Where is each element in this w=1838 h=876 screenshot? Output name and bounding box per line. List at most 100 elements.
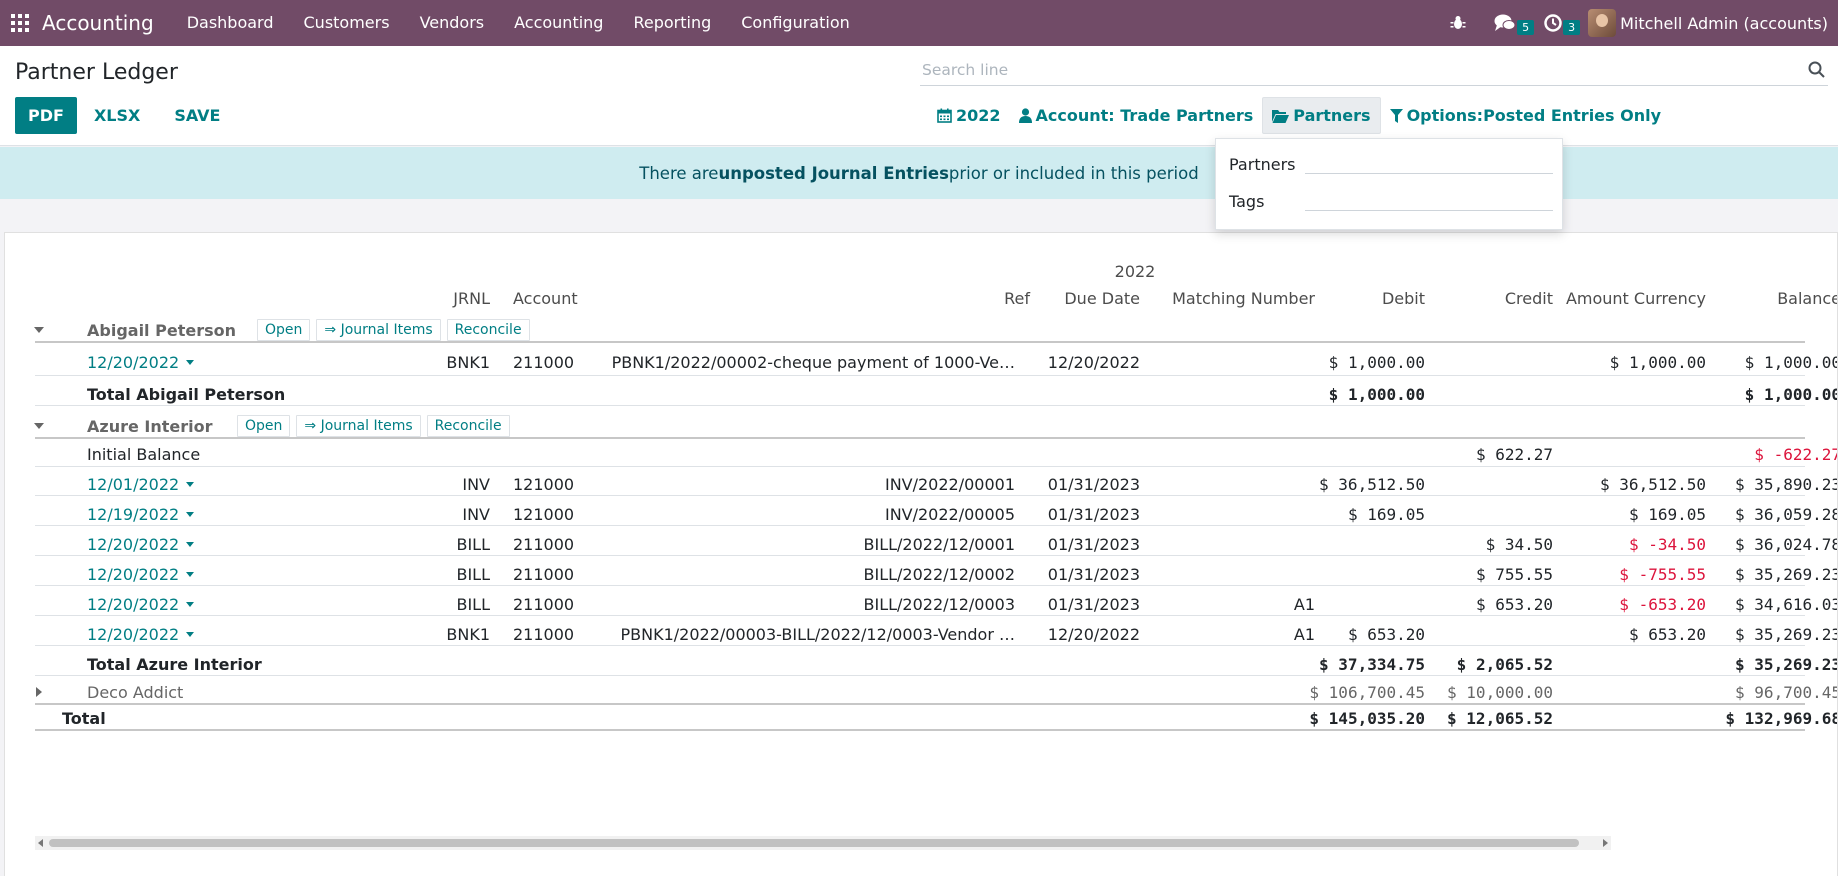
- line-ref: BILL/2022/12/0003: [863, 594, 1016, 614]
- line-account: 211000: [513, 564, 575, 584]
- options-filter-button[interactable]: Options:Posted Entries Only: [1381, 97, 1670, 134]
- expand-caret-icon[interactable]: [29, 675, 49, 709]
- date-caret-down-icon: [186, 481, 195, 487]
- line-date-link[interactable]: 12/20/2022: [87, 564, 195, 584]
- horizontal-scrollbar[interactable]: [35, 836, 1611, 850]
- row-separator: [35, 525, 1805, 526]
- line-date-link[interactable]: 12/20/2022: [87, 594, 195, 614]
- grand-total-row: Total $ 145,035.20 $ 12,065.52 $ 132,969.68: [35, 701, 1838, 735]
- calendar-icon: [937, 108, 952, 123]
- menu-dashboard[interactable]: Dashboard: [186, 13, 274, 32]
- top-navbar: Accounting Dashboard Customers Vendors A…: [0, 0, 1838, 46]
- line-amount-currency: $ 1,000.00: [1609, 352, 1706, 372]
- save-button[interactable]: SAVE: [174, 106, 221, 125]
- user-icon: [1018, 108, 1032, 123]
- row-separator: [35, 495, 1805, 496]
- user-menu[interactable]: Mitchell Admin (accounts): [1576, 9, 1838, 37]
- menu-reporting[interactable]: Reporting: [633, 13, 712, 32]
- line-debit: $ 653.20: [1347, 624, 1425, 644]
- col-header-account: Account: [513, 288, 578, 308]
- xlsx-button[interactable]: XLSX: [93, 106, 141, 125]
- user-name: Mitchell Admin (accounts): [1620, 13, 1828, 33]
- line-balance: $ 35,269.23: [1735, 564, 1838, 584]
- period-header-row: 2022: [35, 261, 1835, 281]
- pdf-button[interactable]: PDF: [15, 97, 77, 134]
- journal-items-button[interactable]: ⇒ Journal Items: [296, 415, 421, 437]
- line-ref: PBNK1/2022/00002-cheque payment of 1000-…: [611, 352, 1015, 372]
- line-date-link[interactable]: 12/20/2022: [87, 625, 195, 644]
- unposted-entries-link[interactable]: unposted Journal Entries: [718, 163, 949, 183]
- journal-items-button[interactable]: ⇒ Journal Items: [316, 319, 441, 341]
- grand-total-balance: $ 132,969.68: [1725, 708, 1838, 728]
- app-menu-icon[interactable]: [0, 0, 40, 46]
- line-account: 121000: [513, 474, 575, 494]
- line-balance: $ 35,890.23: [1735, 474, 1838, 494]
- date-filter-button[interactable]: 2022: [928, 97, 1010, 134]
- journal-line-row: 12/20/2022 BILL 211000 BILL/2022/12/0001 01/…: [35, 527, 1837, 561]
- tags-field-row: Tags: [1229, 189, 1553, 211]
- journal-line-row: 12/19/2022 INV 121000 INV/2022/00005 01/31/2…: [35, 497, 1837, 531]
- partners-filter-label: Partners: [1293, 106, 1371, 125]
- row-separator: [35, 703, 1805, 705]
- partners-field-label: Partners: [1229, 155, 1296, 174]
- line-date-cell: 12/20/2022: [87, 345, 195, 379]
- scroll-left-icon[interactable]: [38, 839, 43, 847]
- partner-total-label: Total Abigail Peterson: [87, 384, 286, 404]
- line-journal: BNK1: [446, 352, 490, 372]
- partner-credit: $ 10,000.00: [1447, 682, 1553, 702]
- grand-total-debit: $ 145,035.20: [1309, 708, 1425, 728]
- line-date-link[interactable]: 12/19/2022: [87, 505, 195, 524]
- reconcile-button[interactable]: Reconcile: [426, 415, 510, 437]
- line-credit: $ 34.50: [1485, 534, 1553, 554]
- activities-count-badge: 3: [1563, 20, 1581, 35]
- partner-balance: $ 96,700.45: [1735, 682, 1838, 702]
- search-icon[interactable]: [1804, 61, 1828, 78]
- line-date: 12/20/2022: [87, 594, 180, 614]
- partners-filter-button[interactable]: Partners: [1262, 97, 1381, 134]
- expand-caret-icon[interactable]: [29, 409, 49, 443]
- partners-field-input[interactable]: [1305, 152, 1553, 174]
- journal-line-row: 12/20/2022 BNK1 211000 PBNK1/2022/00003-BIL…: [35, 617, 1837, 651]
- partner-header-row[interactable]: Abigail Peterson Open ⇒ Journal Items Recon…: [34, 313, 1835, 347]
- partner-header-row[interactable]: Azure Interior Open ⇒ Journal Items Reconci…: [34, 409, 1835, 443]
- line-account: 211000: [513, 534, 575, 554]
- line-debit: $ 1,000.00: [1328, 352, 1425, 372]
- line-date-cell: 12/20/2022: [87, 557, 195, 591]
- scrollbar-thumb[interactable]: [49, 839, 1579, 847]
- line-date-link[interactable]: 12/20/2022: [87, 353, 195, 372]
- open-button[interactable]: Open: [237, 415, 291, 437]
- line-amount-currency: $ -34.50: [1628, 534, 1706, 554]
- line-amount-currency: $ 169.05: [1628, 504, 1706, 524]
- menu-vendors[interactable]: Vendors: [419, 13, 485, 32]
- partner-debit: $ 106,700.45: [1309, 682, 1425, 702]
- line-date-link[interactable]: 12/01/2022: [87, 475, 195, 494]
- menu-customers[interactable]: Customers: [303, 13, 390, 32]
- line-amount-currency: $ -755.55: [1619, 564, 1706, 584]
- menu-configuration[interactable]: Configuration: [741, 13, 850, 32]
- search-input[interactable]: [920, 60, 1804, 79]
- account-filter-button[interactable]: Account: Trade Partners: [1010, 97, 1263, 134]
- line-date-link[interactable]: 12/20/2022: [87, 535, 195, 554]
- line-credit: $ 755.55: [1475, 564, 1553, 584]
- menu-accounting[interactable]: Accounting: [514, 13, 604, 32]
- line-due-date: 01/31/2023: [1047, 564, 1140, 584]
- app-name[interactable]: Accounting: [42, 11, 154, 35]
- partner-total-row: Total Abigail Peterson $ 1,000.00 $ 1,000.…: [35, 377, 1837, 411]
- activities-clock-icon[interactable]: 3: [1530, 14, 1581, 35]
- row-separator: [35, 341, 1805, 343]
- open-button[interactable]: Open: [257, 319, 311, 341]
- line-account: 211000: [513, 352, 575, 372]
- messages-icon[interactable]: 5: [1480, 14, 1535, 35]
- grand-total-credit: $ 12,065.52: [1447, 708, 1553, 728]
- scroll-right-icon[interactable]: [1603, 839, 1608, 847]
- row-separator: [35, 645, 1805, 646]
- reconcile-button[interactable]: Reconcile: [446, 319, 530, 341]
- line-date: 12/20/2022: [87, 564, 180, 584]
- row-separator: [35, 437, 1805, 439]
- caret-down-icon: [34, 327, 44, 333]
- debug-bug-icon[interactable]: [1436, 15, 1480, 31]
- expand-caret-icon[interactable]: [29, 313, 49, 347]
- tags-field-input[interactable]: [1305, 189, 1553, 211]
- partner-header-row-collapsed[interactable]: Deco Addict $ 106,700.45 $ 10,000.00 $ 96,7…: [35, 675, 1838, 709]
- partners-filter-dropdown: Partners Tags: [1215, 138, 1563, 230]
